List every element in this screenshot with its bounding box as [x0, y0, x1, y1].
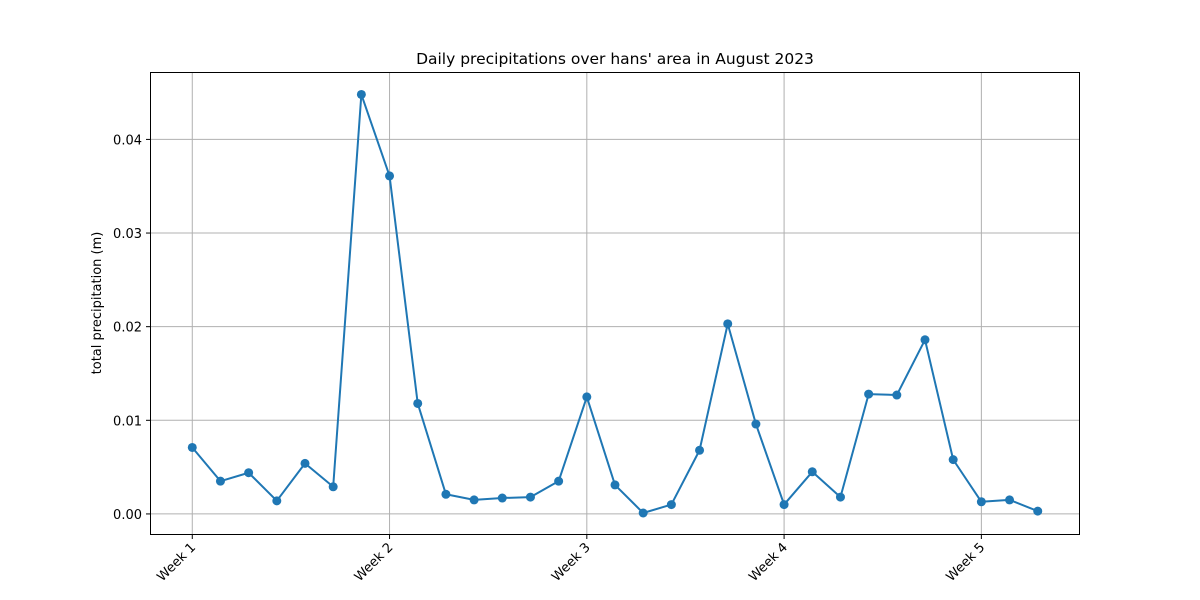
- series-line: [192, 94, 1037, 513]
- data-point: [864, 390, 873, 399]
- x-tick-label: Week 5: [944, 540, 989, 585]
- data-point: [780, 500, 789, 509]
- grid-lines: [150, 72, 1080, 535]
- axis-ticks: Week 1 Week 2 Week 3 Week 4 Week 5 0.00 0.01 0.…: [113, 133, 988, 584]
- data-point: [639, 508, 648, 517]
- data-point: [611, 480, 620, 489]
- data-point: [272, 496, 281, 505]
- x-tick-label: Week 3: [549, 540, 594, 585]
- data-point: [301, 459, 310, 468]
- plot-frame: [151, 73, 1080, 535]
- data-point: [357, 90, 366, 99]
- data-point: [498, 494, 507, 503]
- x-tick-label: Week 1: [155, 540, 200, 585]
- data-point: [188, 443, 197, 452]
- data-point: [582, 392, 591, 401]
- data-point: [751, 420, 760, 429]
- y-axis-title: total precipitation (m): [90, 232, 105, 375]
- y-tick-label: 0.04: [113, 133, 142, 148]
- data-point: [244, 468, 253, 477]
- data-point: [441, 490, 450, 499]
- data-point: [977, 497, 986, 506]
- data-point: [921, 335, 930, 344]
- data-point: [695, 446, 704, 455]
- data-point: [329, 482, 338, 491]
- series-group: [188, 90, 1042, 518]
- y-tick-label: 0.02: [113, 321, 142, 336]
- y-tick-label: 0.03: [113, 227, 142, 242]
- data-point: [723, 319, 732, 328]
- y-tick-label: 0.00: [113, 508, 142, 523]
- data-point: [216, 477, 225, 486]
- data-point: [1033, 507, 1042, 516]
- data-point: [554, 477, 563, 486]
- x-tick-label: Week 4: [746, 540, 791, 585]
- data-point: [1005, 495, 1014, 504]
- data-point: [470, 495, 479, 504]
- data-point: [892, 391, 901, 400]
- data-point: [836, 493, 845, 502]
- chart-title: Daily precipitations over hans' area in …: [416, 50, 814, 68]
- data-point: [667, 500, 676, 509]
- data-point: [413, 399, 422, 408]
- data-point: [385, 171, 394, 180]
- data-point: [808, 467, 817, 476]
- data-point: [526, 493, 535, 502]
- y-tick-label: 0.01: [113, 414, 142, 429]
- data-point: [949, 455, 958, 464]
- x-tick-label: Week 2: [352, 540, 397, 585]
